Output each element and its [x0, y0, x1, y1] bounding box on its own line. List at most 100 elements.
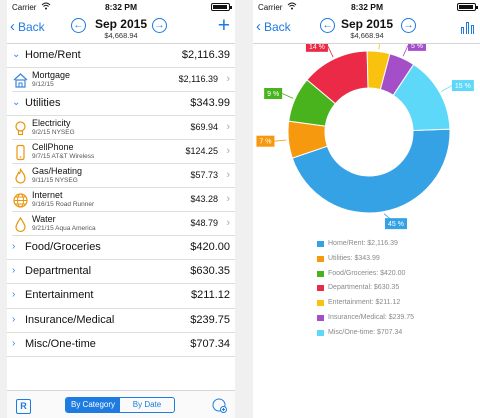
- percent-label: 45 %: [388, 221, 404, 228]
- water-drop-icon: [12, 216, 29, 233]
- category-row[interactable]: › Food/Groceries $420.00: [7, 236, 235, 261]
- legend-swatch: [317, 329, 324, 336]
- legend-item: Misc/One-time: $707.34: [317, 327, 414, 342]
- category-name: Departmental: [25, 265, 92, 278]
- category-row[interactable]: › Misc/One-time $707.34: [7, 333, 235, 357]
- category-row[interactable]: › Entertainment $211.12: [7, 284, 235, 309]
- category-name: Utilities: [25, 97, 61, 109]
- chevron-right-icon: ›: [12, 289, 16, 301]
- category-total: $211.12: [191, 289, 230, 302]
- expense-name: Mortgage: [32, 70, 71, 80]
- legend-item: Entertainment: $211.12: [317, 297, 414, 312]
- expense-detail: 9/2/15 NYSEG: [32, 129, 75, 136]
- expense-name: Water: [32, 214, 56, 224]
- category-row[interactable]: ⌄ Home/Rent $2,116.39: [7, 44, 235, 68]
- category-row[interactable]: › Insurance/Medical $239.75: [7, 309, 235, 333]
- category-total: $420.00: [190, 241, 230, 253]
- chevron-right-icon: ›: [12, 313, 16, 325]
- previous-month-button[interactable]: ←: [71, 18, 86, 33]
- legend-label: Home/Rent: $2,116.39: [328, 240, 398, 247]
- nav-bar: ‹ Back ← Sep 2015 $4,668.94 →: [253, 14, 480, 44]
- label-leader-line: [441, 85, 453, 92]
- chevron-right-icon: ›: [12, 241, 16, 252]
- list-screen: Carrier 8:32 PM ‹ Back ← Sep 2015 $4,668…: [7, 0, 235, 418]
- chart-screen: Carrier 8:32 PM ‹ Back ← Sep 2015 $4,668…: [253, 0, 480, 418]
- battery-icon: [211, 3, 232, 11]
- chevron-right-icon: ›: [226, 217, 230, 229]
- chevron-right-icon: ›: [226, 145, 230, 157]
- chevron-right-icon: ›: [12, 265, 16, 277]
- legend-swatch: [317, 285, 324, 292]
- previous-month-button[interactable]: ←: [320, 18, 335, 33]
- add-button[interactable]: +: [217, 14, 230, 37]
- expense-detail: 9/7/15 AT&T Wireless: [32, 153, 95, 160]
- chevron-left-icon: ‹: [10, 18, 15, 35]
- expense-amount: $48.79: [190, 218, 218, 228]
- expense-name: Electricity: [32, 118, 71, 128]
- legend-swatch: [317, 300, 324, 307]
- bar-chart-icon[interactable]: [461, 21, 475, 34]
- percent-label-box: [264, 88, 283, 100]
- chevron-right-icon: ›: [226, 169, 230, 181]
- by-category-segment[interactable]: By Category: [66, 398, 120, 412]
- category-total: $343.99: [190, 97, 230, 109]
- month-total: $4,668.94: [104, 31, 138, 40]
- legend-item: Food/Groceries: $420.00: [317, 268, 414, 283]
- clock: 8:32 PM: [350, 2, 384, 12]
- bottom-toolbar: R By Category By Date: [7, 390, 235, 418]
- next-month-button[interactable]: →: [152, 18, 167, 33]
- sort-segmented-control: By Category By Date: [65, 397, 175, 413]
- label-leader-line: [402, 45, 409, 57]
- percent-label-box: [451, 80, 474, 92]
- add-recurring-icon[interactable]: [212, 398, 227, 413]
- expense-item[interactable]: Internet 9/16/15 Road Runner $43.28 ›: [12, 188, 235, 212]
- expense-amount: $57.73: [190, 170, 218, 180]
- expense-name: Internet: [32, 190, 63, 200]
- percent-label-box: [256, 135, 275, 147]
- expense-detail: 9/16/15 Road Runner: [32, 201, 95, 208]
- nav-bar: ‹ Back ← Sep 2015 $4,668.94 → +: [7, 14, 235, 44]
- category-total: $707.34: [190, 337, 230, 350]
- legend-label: Misc/One-time: $707.34: [328, 328, 403, 336]
- next-month-button[interactable]: →: [401, 18, 416, 33]
- clock: 8:32 PM: [104, 2, 138, 12]
- legend-label: Entertainment: $211.12: [328, 299, 401, 307]
- back-button[interactable]: ‹ Back: [256, 19, 291, 34]
- expense-item[interactable]: Mortgage 9/12/15 $2,116.39 ›: [12, 68, 235, 92]
- expense-detail: 9/11/15 NYSEG: [32, 177, 78, 184]
- expense-item[interactable]: Electricity 9/2/15 NYSEG $69.94 ›: [12, 116, 235, 140]
- label-leader-line: [274, 139, 287, 142]
- percent-label: 7 %: [259, 139, 271, 146]
- label-leader-line: [378, 37, 381, 50]
- chevron-left-icon: ‹: [256, 18, 261, 35]
- chevron-right-icon: ›: [226, 193, 230, 205]
- back-button[interactable]: ‹ Back: [10, 19, 45, 34]
- category-row[interactable]: ⌄ Utilities $343.99: [7, 92, 235, 116]
- percent-label-box: [384, 218, 407, 230]
- donut-chart: 45 %7 %9 %14 %5 %5 %15 %: [253, 32, 480, 234]
- flame-icon: [12, 167, 29, 185]
- legend-swatch: [317, 241, 324, 247]
- expense-amount: $124.25: [185, 146, 218, 156]
- expense-item[interactable]: Gas/Heating 9/11/15 NYSEG $57.73 ›: [12, 164, 235, 188]
- legend-item: Departmental: $630.35: [317, 282, 414, 297]
- expense-item[interactable]: Water 9/21/15 Aqua America $48.79 ›: [12, 212, 235, 236]
- by-date-segment[interactable]: By Date: [132, 400, 162, 409]
- expense-detail: 9/21/15 Aqua America: [32, 225, 96, 232]
- expense-amount: $2,116.39: [178, 74, 218, 84]
- globe-icon: [12, 192, 29, 209]
- percent-label: 9 %: [267, 91, 279, 98]
- expense-item[interactable]: CellPhone 9/7/15 AT&T Wireless $124.25 ›: [12, 140, 235, 164]
- category-total: $2,116.39: [181, 49, 230, 61]
- chart-legend: Home/Rent: $2,116.39 Utilities: $343.99 Fo…: [317, 238, 414, 342]
- percent-label-box: [305, 40, 328, 52]
- r-button[interactable]: R: [16, 399, 31, 414]
- expense-detail: 9/12/15: [32, 81, 54, 88]
- page-title: Sep 2015: [94, 17, 148, 31]
- expense-name: Gas/Heating: [32, 166, 83, 176]
- legend-item: Home/Rent: $2,116.39: [317, 238, 414, 253]
- percent-label: 5 %: [411, 44, 423, 50]
- category-row[interactable]: › Departmental $630.35: [7, 260, 235, 285]
- carrier-label: Carrier: [12, 3, 37, 12]
- expense-amount: $43.28: [190, 194, 218, 204]
